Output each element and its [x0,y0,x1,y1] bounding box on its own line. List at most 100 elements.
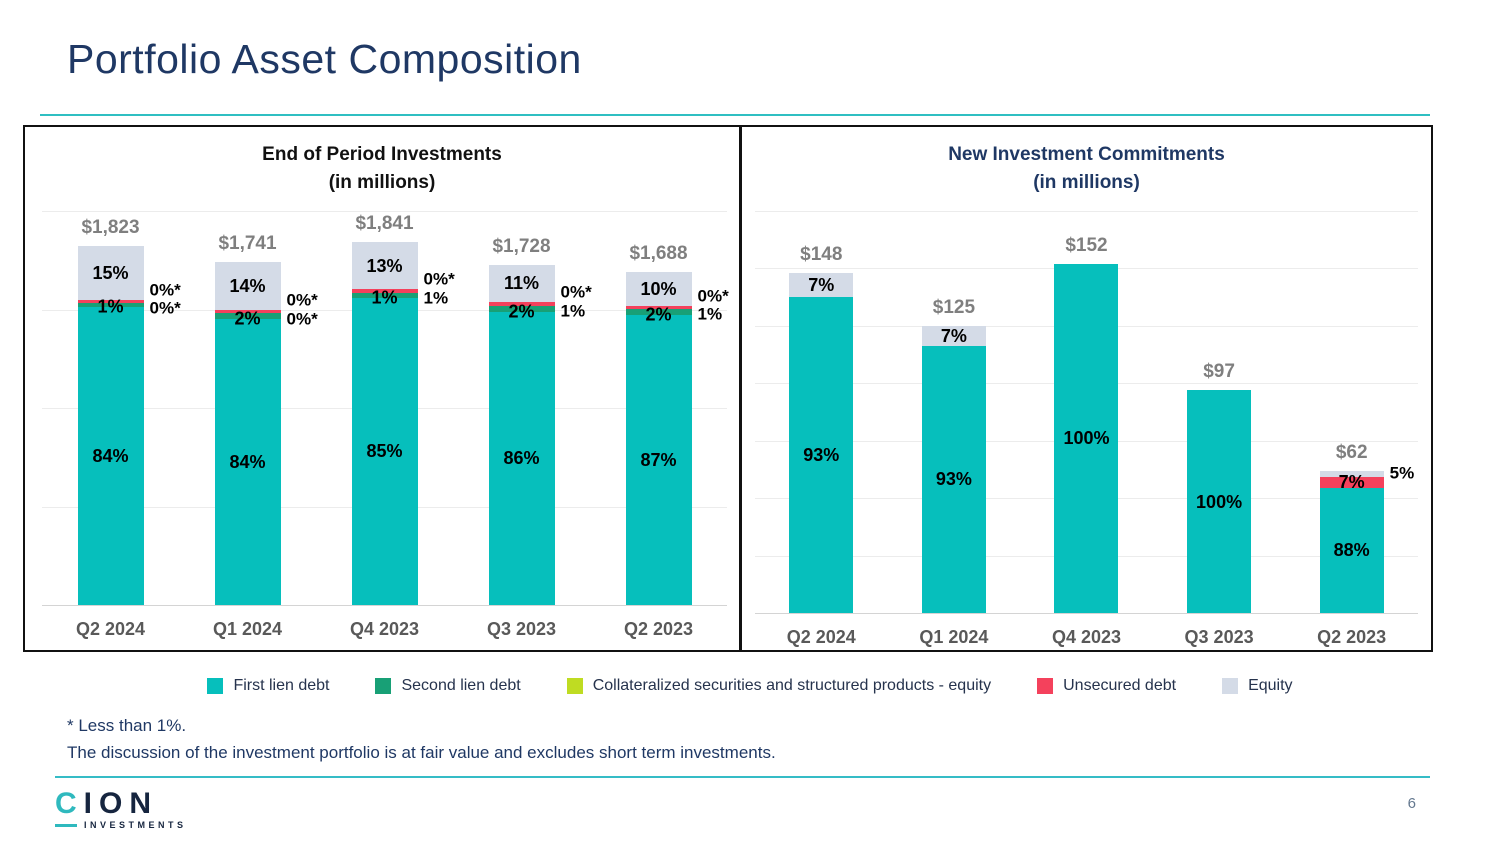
legend-swatch-first_lien [207,678,224,694]
bar-group: $1,728 11% 2% 86% 0%* 1% Q3 2023 [453,211,592,639]
segment-second_lien [77,302,144,308]
segment-first_lien: 93% [789,296,854,613]
bar-group: $148 7% 93% Q2 2024 [755,211,888,647]
segment-equity: 7% [921,325,986,346]
segment-first_lien: 93% [921,345,986,613]
segment-unsecured [488,302,555,306]
bar-columns: $1,823 15% 1% 84% 0%* 0%* Q2 2024 $1,741 14% 2% 84… [42,211,729,639]
category-axis-label: Q1 2024 [919,627,989,647]
segment-value-label: 100% [1196,491,1243,512]
page-number: 6 [1407,795,1416,812]
legend-label-second_lien: Second lien debt [401,677,521,694]
segment-equity: 7% [789,273,854,297]
segment-equity: 15% [77,245,144,300]
segment-value-label: 84% [229,451,266,472]
segment-value-label: 86% [503,448,540,469]
chart-title-right-text: New Investment Commitments [948,144,1225,165]
segment-unsecured [214,310,281,314]
segment-value-label: 15% [92,262,129,283]
segment-equity: 14% [214,262,281,311]
category-axis-label: Q3 2023 [1184,627,1254,647]
bar-total-label: $1,728 [492,235,551,257]
bar-total-label: $148 [800,244,843,266]
chart-title-left: End of Period Investments (in millions) [25,141,739,196]
plot-area-right: $148 7% 93% Q2 2024 $125 7% 93% Q1 2024 $152 100%… [755,211,1418,647]
segment-first_lien: 87% [625,315,692,605]
legend-swatch-second_lien [375,678,392,694]
stacked-bar: $1,688 10% 2% 87% 0%* 1% [625,243,729,605]
chart-title-right: New Investment Commitments (in millions) [742,141,1431,196]
segment-value-label: 100% [1063,428,1110,449]
plot-area-left: $1,823 15% 1% 84% 0%* 0%* Q2 2024 $1,741 14% 2% 84… [42,211,729,639]
bar-total-label: $1,823 [81,216,140,238]
bar-group: $152 100% Q4 2023 [1020,211,1153,647]
segment-value-label: 14% [229,276,266,297]
segment-second_lien [488,305,555,312]
side-value-labels: 0%* 0%* [286,290,318,329]
legend-swatch-collateralized [566,678,583,694]
bar-total-label: $1,841 [355,213,414,235]
footer-divider [55,776,1430,778]
chart-title-left-text: End of Period Investments [262,144,502,165]
bar-group: $1,841 13% 1% 85% 0%* 1% Q4 2023 [316,211,455,639]
stacked-bar: $62 7% 88% 5% [1319,442,1414,613]
legend-item-equity: Equity [1222,677,1293,695]
cion-logo-ion: ION [83,787,159,820]
segment-value-label: 7% [808,274,835,295]
bar-group: $97 100% Q3 2023 [1153,211,1286,647]
segment-value-label: 84% [92,446,129,467]
bar-total-label: $125 [932,296,976,318]
gridline [42,211,727,212]
gridline [42,605,727,606]
side-value-labels: 0%* 1% [423,269,455,308]
segment-value-label: 13% [366,255,403,276]
cion-logo-investments: INVESTMENTS [84,820,187,830]
cion-logo-wordmark: CION [55,787,187,820]
segment-value-label: 7% [940,325,967,346]
segment-value-label: 7% [1338,472,1365,493]
segment-second_lien [214,313,281,319]
stacked-bar: $97 100% [1187,361,1252,613]
bar-columns: $148 7% 93% Q2 2024 $125 7% 93% Q1 2024 $152 100%… [755,211,1418,647]
legend-item-first_lien: First lien debt [207,677,329,695]
segment-equity [1319,470,1384,477]
legend-item-second_lien: Second lien debt [375,677,521,695]
gridline [755,211,1418,212]
category-axis-label: Q4 2023 [1051,627,1122,647]
segment-equity: 11% [488,264,555,303]
bar-group: $1,823 15% 1% 84% 0%* 0%* Q2 2024 [42,211,181,639]
stacked-bar: $148 7% 93% [789,244,854,613]
category-axis-label: Q1 2024 [212,619,283,639]
segment-value-label: 10% [640,279,677,300]
segment-value-label: 93% [803,444,840,465]
segment-first_lien: 84% [214,318,281,605]
segment-unsecured [77,299,144,303]
boundary-value-label: 1% [97,296,124,317]
cion-logo-subline: INVESTMENTS [55,820,187,830]
chart-panel-new-commitments: New Investment Commitments (in millions)… [742,127,1431,650]
cion-logo-dash [55,823,77,827]
segment-unsecured [351,289,418,294]
stacked-bar: $1,841 13% 1% 85% 0%* 1% [351,213,455,605]
bar-total-label: $1,741 [218,233,277,255]
bar-group: $1,688 10% 2% 87% 0%* 1% Q2 2023 [590,211,729,639]
segment-value-label: 93% [935,469,972,490]
bar-total-label: $152 [1065,234,1108,256]
segment-first_lien: 85% [351,297,418,605]
charts-container: End of Period Investments (in millions) … [23,125,1433,652]
stacked-bar: $152 100% [1054,235,1119,613]
stacked-bar: $1,741 14% 2% 84% 0%* 0%* [214,233,318,605]
segment-value-label: 11% [503,273,540,294]
legend-label-collateralized: Collateralized securities and structured… [592,677,992,694]
boundary-value-label: 2% [508,301,535,322]
category-axis-label: Q2 2023 [623,619,694,639]
boundary-value-label: 1% [371,287,398,308]
side-value-labels: 5% [1389,463,1415,483]
segment-value-label: 87% [640,449,677,470]
category-axis-label: Q2 2023 [1317,627,1387,647]
segment-value-label: 88% [1333,540,1370,561]
segment-unsecured: 7% [1319,473,1384,491]
bar-total-label: $62 [1335,441,1368,463]
stacked-bar: $1,823 15% 1% 84% 0%* 0%* [77,217,181,605]
